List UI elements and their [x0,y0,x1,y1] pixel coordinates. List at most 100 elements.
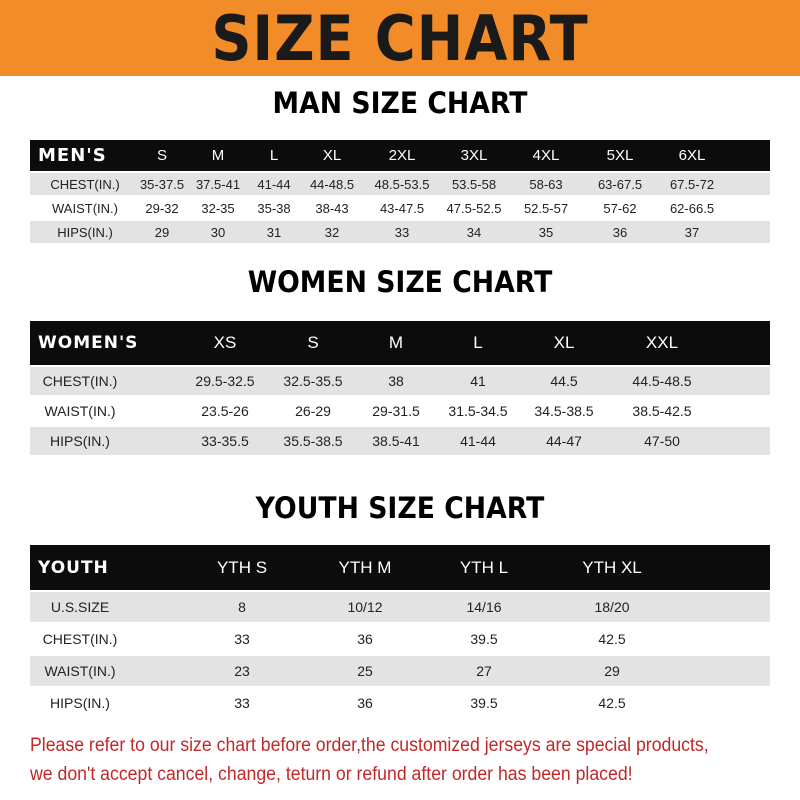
row-label: WAIST(IN.) [44,403,116,419]
table-row: CHEST(IN.) 35-37.5 37.5-41 41-44 44-48.5 48.5… [30,173,770,195]
size-header-cell: XL [322,147,342,164]
size-header-cell: 2XL [388,147,416,164]
size-header-cell: YTH S [216,557,268,577]
table-cell: 32-35 [201,200,235,216]
table-cell: 41 [470,373,486,389]
row-label: CHEST(IN.) [50,176,120,192]
size-header-cell: YTH L [459,557,509,577]
size-header-cell: XS [213,333,237,352]
table-cell: 42.5 [598,695,626,711]
table-cell: 29.5-32.5 [195,373,255,389]
table-cell: 43-47.5 [379,200,425,216]
table-cell: 52.5-57 [523,200,569,216]
table-cell: 35-37.5 [139,176,185,192]
size-header-cell: XL [553,333,575,352]
size-header-cell: YTH XL [582,557,642,577]
size-header-cell: 4XL [532,147,560,164]
table-title-cell: YOUTH [38,557,109,578]
table-row: CHEST(IN.) 29.5-32.5 32.5-35.5 38 41 44.5 44.5… [30,367,770,395]
table-cell: 38.5-41 [372,433,420,449]
table-cell: 53.5-58 [451,176,497,192]
table-cell: 44.5 [550,373,578,389]
table-cell: 32 [324,224,340,240]
table-header-row: YOUTH YTH S YTH M YTH L YTH XL [30,545,770,590]
table-title-cell: WOMEN'S [38,333,139,353]
table-cell: 44.5-48.5 [632,373,692,389]
table-cell: 33 [234,631,250,647]
table-cell: 47-50 [644,433,680,449]
row-label: HIPS(IN.) [50,433,110,449]
footer-notice-line-1: Please refer to our size chart before or… [30,735,709,756]
table-row: HIPS(IN.) 33 36 39.5 42.5 [30,688,770,718]
banner: SIZE CHART [0,0,800,76]
table-cell: 31 [266,224,282,240]
table-cell: 38.5-42.5 [632,403,692,419]
table-header-row: WOMEN'S XS S M L XL XXL [30,321,770,365]
size-header-cell: S [156,147,168,164]
row-label: CHEST(IN.) [42,373,118,389]
table-cell: 41-44 [257,176,291,192]
size-header-cell: YTH M [338,557,392,577]
table-row: U.S.SIZE 8 10/12 14/16 18/20 [30,592,770,622]
table-cell: 35 [538,224,554,240]
page-title: SIZE CHART [211,2,589,75]
table-cell: 58-63 [529,176,563,192]
table-cell: 33-35.5 [201,433,249,449]
table-cell: 33 [394,224,410,240]
table-cell: 37.5-41 [195,176,241,192]
table-cell: 48.5-53.5 [374,176,430,192]
table-cell: 42.5 [598,631,626,647]
size-header-cell: M [211,147,225,164]
table-row: WAIST(IN.) 29-32 32-35 35-38 38-43 43-47.5 47.… [30,197,770,219]
row-label: WAIST(IN.) [52,200,118,216]
table-cell: 36 [357,631,373,647]
table-row: WAIST(IN.) 23 25 27 29 [30,656,770,686]
size-header-cell: L [269,147,279,164]
table-cell: 38 [388,373,404,389]
row-label: CHEST(IN.) [42,631,118,647]
table-row: HIPS(IN.) 29 30 31 32 33 34 35 36 37 [30,221,770,243]
table-cell: 39.5 [470,631,498,647]
table-cell: 34 [466,224,482,240]
size-header-cell: M [388,333,404,352]
table-cell: 26-29 [295,403,331,419]
size-header-cell: S [307,333,319,352]
table-cell: 44-48.5 [309,176,355,192]
table-cell: 47.5-52.5 [446,200,502,216]
table-cell: 36 [612,224,628,240]
size-header-cell: 3XL [460,147,488,164]
table-cell: 29 [604,663,620,679]
table-cell: 29-32 [145,200,179,216]
table-cell: 39.5 [470,695,498,711]
table-cell: 27 [476,663,492,679]
table-cell: 63-67.5 [597,176,643,192]
table-cell: 41-44 [460,433,496,449]
table-cell: 62-66.5 [669,200,715,216]
size-header-cell: 6XL [678,147,706,164]
table-cell: 29-31.5 [372,403,420,419]
table-cell: 31.5-34.5 [448,403,508,419]
table-row: CHEST(IN.) 33 36 39.5 42.5 [30,624,770,654]
table-cell: 35-38 [257,200,291,216]
size-header-cell: 5XL [606,147,634,164]
men-section-title: MAN SIZE CHART [272,86,528,120]
row-label: U.S.SIZE [50,599,110,615]
table-title-cell: MEN'S [38,145,107,166]
table-cell: 37 [684,224,700,240]
size-header-cell: L [473,333,483,352]
table-cell: 30 [210,224,226,240]
row-label: WAIST(IN.) [44,663,116,679]
table-cell: 14/16 [466,599,502,615]
size-header-cell: XXL [645,333,679,352]
table-cell: 44-47 [546,433,582,449]
table-cell: 25 [357,663,373,679]
table-cell: 34.5-38.5 [534,403,594,419]
table-cell: 36 [357,695,373,711]
table-cell: 35.5-38.5 [283,433,343,449]
table-cell: 38-43 [315,200,349,216]
table-cell: 8 [238,599,246,615]
table-row: WAIST(IN.) 23.5-26 26-29 29-31.5 31.5-34.5 34… [30,397,770,425]
table-cell: 23 [234,663,250,679]
table-header-row: MEN'S S M L XL 2XL 3XL 4XL 5XL 6XL [30,140,770,171]
row-label: HIPS(IN.) [57,224,113,240]
